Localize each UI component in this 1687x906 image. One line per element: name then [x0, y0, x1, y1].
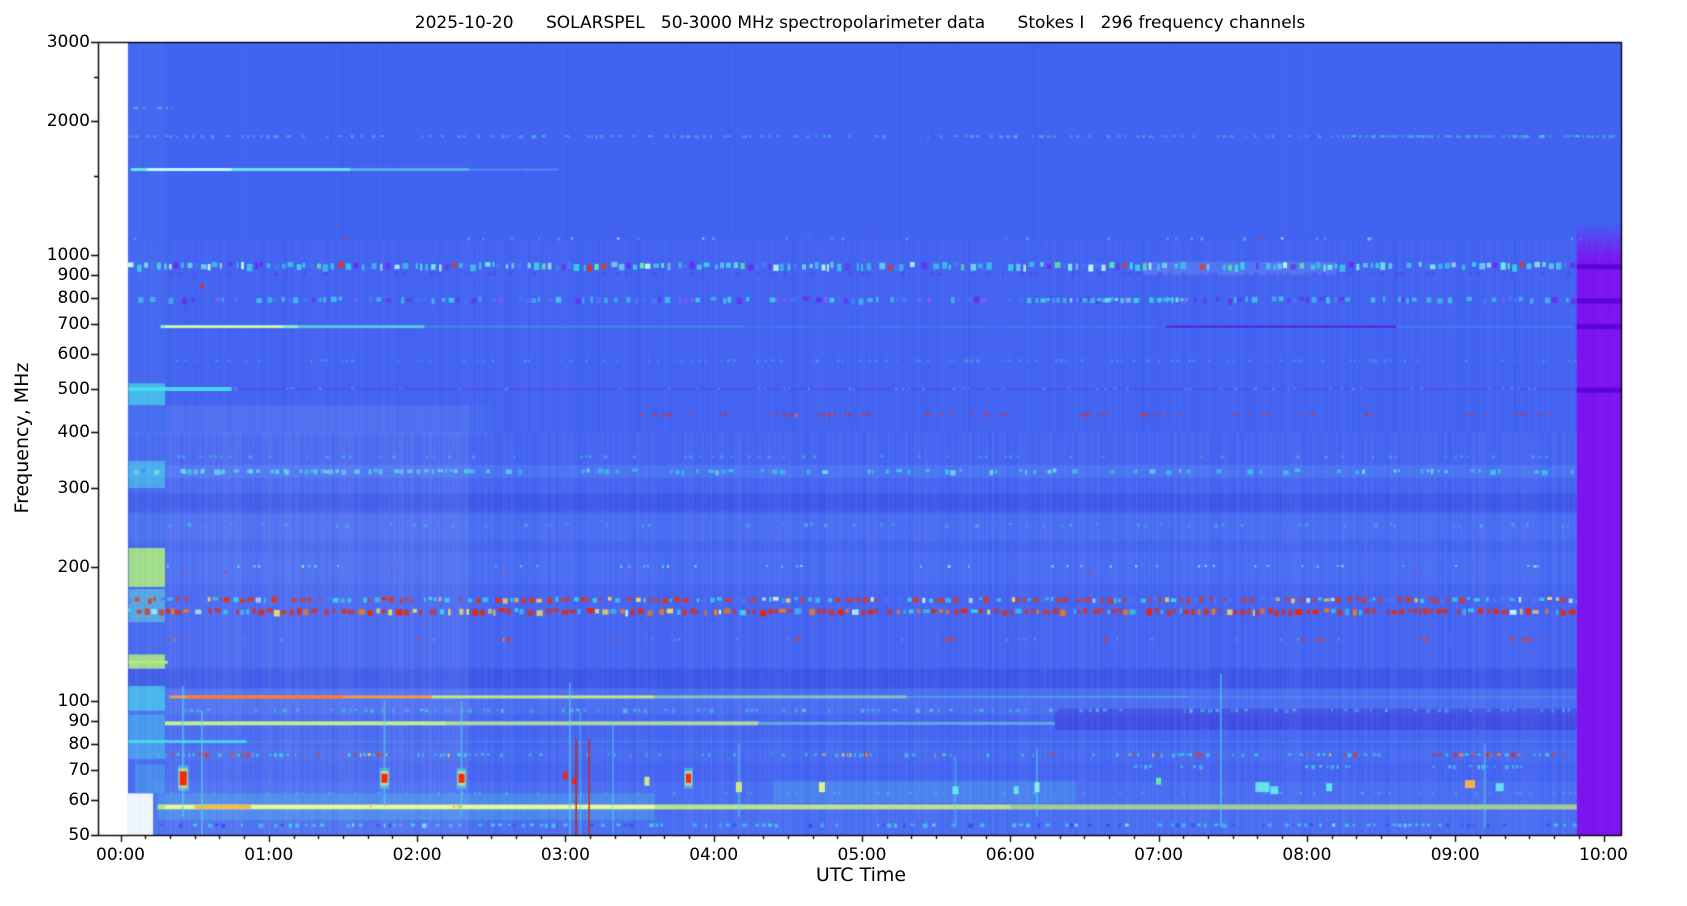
y-tick-label: 70	[68, 759, 90, 780]
x-tick-label: 09:00	[1430, 845, 1480, 865]
y-tick-label: 500	[57, 379, 90, 400]
y-tick-label: 60	[68, 789, 90, 810]
x-tick-label: 06:00	[985, 845, 1035, 865]
y-tick-label: 90	[68, 711, 90, 732]
x-axis-label: UTC Time	[815, 864, 907, 886]
x-tick-label: 05:00	[837, 845, 887, 865]
y-tick-label: 600	[57, 343, 90, 364]
y-tick-label: 80	[68, 733, 90, 754]
x-tick-label: 01:00	[244, 845, 294, 865]
y-tick-label: 800	[57, 288, 90, 308]
y-tick-label: 300	[57, 477, 90, 498]
x-tick-label: 02:00	[392, 845, 442, 865]
plot-title: 2025-10-20 SOLARSPEL 50-3000 MHz spectro…	[414, 13, 1306, 33]
x-tick-label: 03:00	[540, 845, 590, 865]
x-tick-label: 07:00	[1134, 845, 1184, 865]
y-tick-label: 3000	[46, 32, 90, 52]
x-tick-label: 00:00	[96, 845, 145, 865]
y-tick-label: 1000	[46, 244, 90, 265]
y-tick-label: 50	[68, 825, 90, 845]
x-tick-label: 10:00	[1579, 845, 1628, 865]
y-tick-label: 2000	[46, 110, 90, 131]
y-tick-label: 100	[57, 690, 90, 711]
y-tick-label: 200	[57, 556, 90, 577]
x-tick-label: 08:00	[1282, 845, 1332, 865]
y-tick-label: 700	[57, 313, 90, 334]
y-tick-label: 900	[57, 265, 90, 286]
y-tick-label: 400	[57, 422, 90, 443]
x-tick-label: 04:00	[689, 845, 739, 865]
